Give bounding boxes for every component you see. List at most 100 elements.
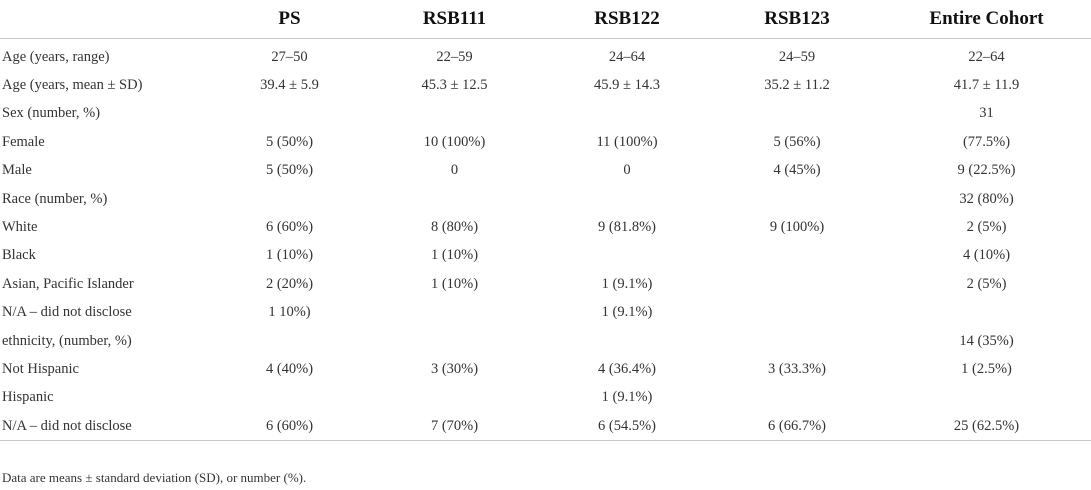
cell-entire-cohort: 31 <box>979 105 994 122</box>
cell-rsb122 <box>542 185 712 213</box>
cell-ps: 39.4 ± 5.9 <box>260 77 319 94</box>
table-row: Age (years, mean ± SD) 39.4 ± 5.9 45.3 ± 1… <box>0 71 1091 99</box>
cell-rsb123 <box>712 185 882 213</box>
cell-entire-cohort: 32 (80%) <box>959 190 1014 207</box>
cell-ps <box>212 327 367 355</box>
cell-rsb122: 24–64 <box>608 48 646 65</box>
cell-ps: 27–50 <box>271 48 308 65</box>
cell-ps: 5 (50%) <box>265 162 314 179</box>
cell-ps <box>212 185 367 213</box>
cell-rsb122 <box>542 242 712 270</box>
table-footnote: Data are means ± standard deviation (SD)… <box>2 470 307 485</box>
cell-entire-cohort: 14 (35%) <box>959 332 1014 349</box>
cell-rsb123 <box>712 100 882 128</box>
cell-rsb111 <box>367 327 542 355</box>
cell-entire-cohort: 2 (5%) <box>966 275 1007 292</box>
table-row: Male 5 (50%) 0 0 4 (45%) 9 (22.5%) <box>0 157 1091 185</box>
cell-entire-cohort: 41.7 ± 11.9 <box>953 77 1020 94</box>
cell-ps: 6 (60%) <box>265 417 314 434</box>
cell-rsb122: 11 (100%) <box>596 133 658 150</box>
cell-rsb122: 9 (81.8%) <box>598 219 656 236</box>
cell-rsb111 <box>367 384 542 412</box>
table-row: Not Hispanic 4 (40%) 3 (30%) 4 (36.4%) 3 (33… <box>0 355 1091 383</box>
cell-rsb123: 35.2 ± 11.2 <box>764 77 830 94</box>
cell-entire-cohort: 25 (62.5%) <box>953 417 1020 434</box>
cell-rsb111: 8 (80%) <box>430 219 479 236</box>
cell-rsb123: 24–59 <box>778 48 816 65</box>
header-cell-ps: PS <box>278 8 301 29</box>
row-label: Asian, Pacific Islander <box>2 275 134 292</box>
table-row: Black 1 (10%) 1 (10%) 4 (10%) <box>0 242 1091 270</box>
cell-ps: 1 (10%) <box>265 247 314 264</box>
cohort-table-container: PS RSB111 RSB122 RSB123 Entire Cohort Ag… <box>0 0 1091 441</box>
table-row: Sex (number, %) 31 <box>0 100 1091 128</box>
table-body: Age (years, range) 27–50 22–59 24–64 24–59 22… <box>0 39 1091 441</box>
cell-rsb122: 0 <box>623 162 631 179</box>
table-header: PS RSB111 RSB122 RSB123 Entire Cohort <box>0 0 1091 39</box>
cell-rsb122: 1 (9.1%) <box>601 389 653 406</box>
cell-rsb123: 3 (33.3%) <box>768 360 826 377</box>
cell-entire-cohort: 22–64 <box>968 48 1005 65</box>
cell-rsb111: 1 (10%) <box>430 275 479 292</box>
header-cell-blank <box>0 0 212 39</box>
cell-rsb123 <box>712 299 882 327</box>
row-label: Race (number, %) <box>2 190 108 207</box>
cell-rsb122 <box>542 100 712 128</box>
cell-rsb123: 4 (45%) <box>773 162 821 179</box>
row-label: Black <box>2 247 36 264</box>
header-cell-entire-cohort: Entire Cohort <box>929 8 1044 29</box>
row-label: Male <box>2 162 32 179</box>
cell-entire-cohort <box>882 384 1091 412</box>
cell-ps: 6 (60%) <box>265 219 314 236</box>
header-cell-rsb111: RSB111 <box>422 8 487 29</box>
row-label: Sex (number, %) <box>2 105 101 122</box>
cohort-demographics-table: PS RSB111 RSB122 RSB123 Entire Cohort Ag… <box>0 0 1091 441</box>
table-row: Asian, Pacific Islander 2 (20%) 1 (10%) 1 (… <box>0 270 1091 298</box>
cell-ps: 4 (40%) <box>265 360 314 377</box>
table-row: N/A – did not disclose 1 10%) 1 (9.1%) <box>0 299 1091 327</box>
cell-ps <box>212 100 367 128</box>
table-row: Age (years, range) 27–50 22–59 24–64 24–59 22… <box>0 39 1091 72</box>
row-label: Female <box>2 133 45 150</box>
cell-rsb122: 1 (9.1%) <box>601 275 653 292</box>
row-label: Not Hispanic <box>2 360 79 377</box>
cell-rsb123: 9 (100%) <box>769 219 825 236</box>
cell-rsb122: 45.9 ± 14.3 <box>594 77 660 94</box>
header-cell-rsb123: RSB123 <box>764 8 830 29</box>
cell-rsb111: 1 (10%) <box>430 247 479 264</box>
cell-rsb111 <box>367 185 542 213</box>
row-label: Hispanic <box>2 389 54 406</box>
cell-rsb122: 4 (36.4%) <box>598 360 656 377</box>
cell-entire-cohort: 9 (22.5%) <box>957 162 1016 179</box>
table-row: ethnicity, (number, %) 14 (35%) <box>0 327 1091 355</box>
row-label: Age (years, range) <box>2 48 110 65</box>
cell-rsb122: 6 (54.5%) <box>598 417 656 434</box>
table-row: N/A – did not disclose 6 (60%) 7 (70%) 6 (5… <box>0 412 1091 441</box>
header-row: PS RSB111 RSB122 RSB123 Entire Cohort <box>0 0 1091 39</box>
cell-ps: 1 10%) <box>268 304 311 321</box>
table-row: White 6 (60%) 8 (80%) 9 (81.8%) 9 (100%) 2 (5… <box>0 213 1091 241</box>
cell-ps: 5 (50%) <box>265 133 314 150</box>
cell-entire-cohort <box>882 299 1091 327</box>
row-label: N/A – did not disclose <box>2 417 132 434</box>
cell-rsb122 <box>542 327 712 355</box>
cell-rsb111: 45.3 ± 12.5 <box>421 77 488 94</box>
cell-entire-cohort: 4 (10%) <box>962 247 1011 264</box>
cell-entire-cohort: 2 (5%) <box>966 219 1007 236</box>
cell-ps: 2 (20%) <box>265 275 314 292</box>
cell-rsb123: 5 (56%) <box>773 133 821 150</box>
cell-rsb123 <box>712 270 882 298</box>
table-row: Hispanic 1 (9.1%) <box>0 384 1091 412</box>
cell-rsb122: 1 (9.1%) <box>601 304 653 321</box>
row-label: Age (years, mean ± SD) <box>2 77 143 94</box>
cell-rsb111: 22–59 <box>436 48 473 65</box>
cell-rsb123 <box>712 327 882 355</box>
cell-entire-cohort: (77.5%) <box>962 133 1011 150</box>
cell-rsb111: 3 (30%) <box>430 360 479 377</box>
cell-rsb111: 10 (100%) <box>423 133 486 150</box>
cell-entire-cohort: 1 (2.5%) <box>961 360 1012 377</box>
table-row: Female 5 (50%) 10 (100%) 11 (100%) 5 (56%) (7… <box>0 128 1091 156</box>
cell-rsb111: 0 <box>450 162 459 179</box>
cell-ps <box>212 384 367 412</box>
table-row: Race (number, %) 32 (80%) <box>0 185 1091 213</box>
